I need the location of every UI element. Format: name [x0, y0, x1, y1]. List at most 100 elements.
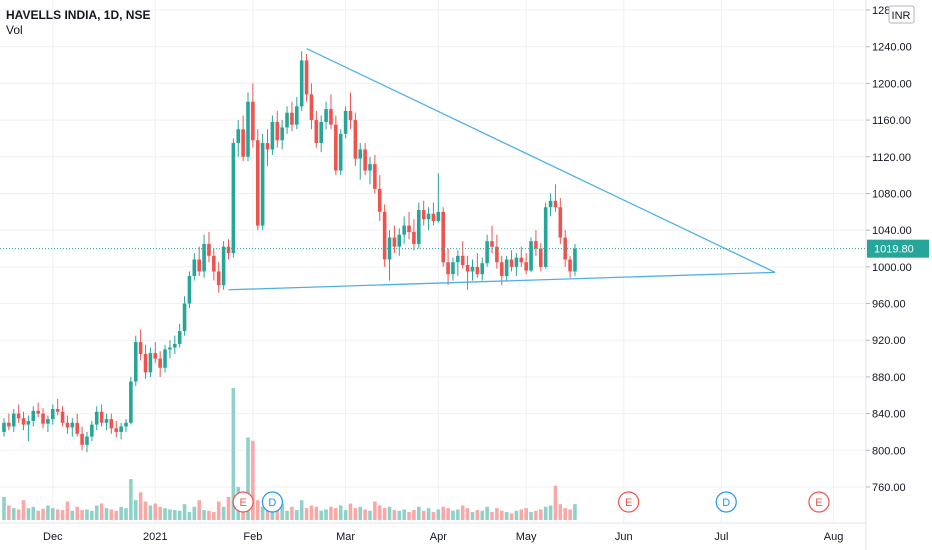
volume-bar [431, 512, 436, 520]
candle-body [31, 410, 36, 421]
volume-bar [358, 506, 363, 520]
volume-bar [265, 509, 270, 520]
candle-body [21, 418, 26, 425]
price-tick-label: 960.00 [872, 299, 906, 311]
volume-bar [543, 506, 548, 520]
candle-body [133, 342, 138, 382]
volume-bar [216, 501, 221, 520]
dividend-marker[interactable] [261, 491, 283, 513]
event-marker-label: E [625, 497, 632, 509]
volume-bar [534, 510, 538, 520]
volume-bar [41, 508, 45, 520]
time-axis[interactable]: Dec 2021 Feb Mar Apr May Jun Jul Aug [43, 531, 843, 543]
volume-bar [36, 510, 40, 520]
volume-bar [26, 508, 31, 520]
volume-bar [124, 508, 128, 520]
candle-body [568, 259, 572, 272]
volume-bar [158, 506, 162, 520]
candle-body [202, 243, 206, 272]
candle-body [60, 411, 65, 423]
candle-body [187, 276, 192, 304]
price-tick-label: 840.00 [872, 409, 906, 421]
volume-bar [529, 512, 533, 520]
candle-body [75, 422, 79, 434]
volume-bar [324, 509, 328, 520]
candle-body [563, 237, 567, 260]
volume-bar [114, 510, 119, 520]
candle-body [534, 241, 538, 249]
candle-body [529, 241, 533, 271]
earnings-marker[interactable] [808, 491, 830, 513]
volume-bar [226, 496, 231, 520]
volume-bar [436, 509, 441, 520]
price-tick-label: 760.00 [872, 482, 906, 494]
candle-body [163, 349, 167, 368]
volume-bar [85, 509, 89, 520]
candle-body [353, 120, 358, 159]
volume-bar [470, 512, 475, 520]
earnings-marker[interactable] [618, 491, 640, 513]
candle-body [499, 262, 504, 277]
candle-body [309, 94, 314, 121]
volume-bar [558, 504, 563, 520]
candle-body [221, 246, 226, 286]
time-tick-label: Mar [336, 531, 355, 543]
trendlines[interactable] [228, 47, 776, 291]
volume-bar [221, 506, 226, 520]
volume-bar [377, 505, 382, 520]
volume-bar [187, 512, 192, 520]
candle-body [338, 133, 343, 171]
candle-body [255, 140, 260, 226]
volume-bar [524, 508, 528, 520]
volume-bar [11, 508, 16, 520]
candle-body [456, 255, 460, 263]
candle-body [280, 127, 284, 141]
volume-bar [363, 509, 367, 520]
volume-bar [173, 510, 177, 520]
volume-bar [60, 510, 65, 520]
volume-bar [563, 508, 567, 520]
earnings-marker[interactable] [232, 491, 254, 513]
price-tick-label: 880.00 [872, 372, 906, 384]
time-tick-label: Dec [43, 531, 63, 543]
volume-bar [207, 510, 211, 520]
candle-body [495, 246, 499, 263]
volume-bar [2, 496, 6, 520]
volume-bar [51, 508, 55, 520]
candle-body [363, 149, 367, 171]
time-tick-label: Apr [430, 531, 447, 543]
volume-indicator-label[interactable]: Vol [6, 23, 23, 37]
candle-body [207, 243, 211, 256]
chart-header: HAVELLS INDIA, 1D, NSE Vol [6, 8, 150, 38]
currency-label: INR [892, 10, 911, 22]
volume-bar [133, 500, 138, 520]
volume-bar [319, 510, 323, 520]
volume-bars [2, 388, 577, 520]
candle-body [539, 248, 543, 267]
volume-bar [421, 510, 426, 520]
volume-bar [163, 508, 167, 520]
symbol-title[interactable]: HAVELLS INDIA, 1D, NSE [6, 8, 151, 22]
candle-body [358, 149, 363, 159]
candle-body [421, 209, 426, 220]
volume-bar [280, 503, 284, 520]
candle-body [192, 259, 197, 277]
volume-bar [153, 503, 158, 520]
candle-body [246, 101, 250, 157]
volume-bar [21, 500, 26, 520]
dividend-marker[interactable] [715, 491, 737, 513]
volume-bar [104, 508, 109, 520]
volume-bar [334, 508, 338, 520]
volume-bar [260, 506, 265, 520]
price-axis[interactable]: 760.00 800.00 840.00 880.00 920.00 960.00 1000… [866, 5, 912, 494]
time-tick-label: Jul [714, 531, 728, 543]
volume-bar [480, 510, 485, 520]
trendline-upper [306, 47, 776, 273]
volume-bar [407, 512, 411, 520]
candle-body [285, 112, 289, 128]
candle-body [368, 164, 372, 171]
volume-bar [309, 505, 314, 520]
candle-body [138, 342, 143, 354]
